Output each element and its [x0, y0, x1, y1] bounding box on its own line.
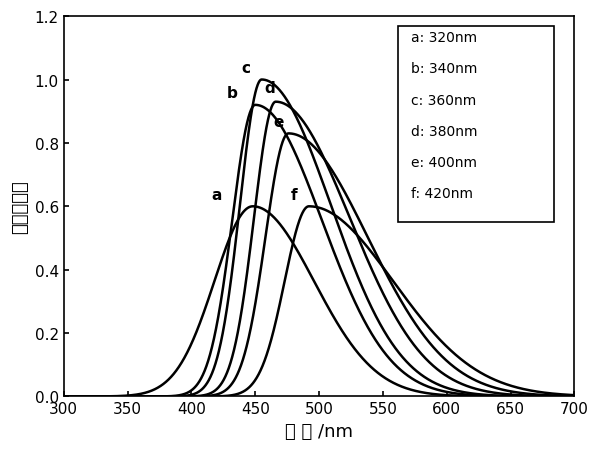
Text: b: 340nm: b: 340nm: [411, 62, 478, 76]
Text: d: d: [264, 81, 275, 96]
Text: c: 360nm: c: 360nm: [411, 93, 476, 107]
Text: e: 400nm: e: 400nm: [411, 156, 477, 170]
Text: f: f: [290, 187, 297, 202]
Y-axis label: 归一化强度: 归一化强度: [11, 180, 29, 234]
Text: d: 380nm: d: 380nm: [411, 124, 478, 138]
Text: a: 320nm: a: 320nm: [411, 31, 477, 45]
Text: e: e: [273, 115, 283, 129]
Text: b: b: [227, 86, 238, 101]
Text: f: 420nm: f: 420nm: [411, 187, 473, 201]
Text: c: c: [242, 60, 251, 76]
FancyBboxPatch shape: [398, 27, 554, 223]
X-axis label: 波 长 /nm: 波 长 /nm: [285, 422, 353, 440]
Text: a: a: [212, 187, 222, 202]
